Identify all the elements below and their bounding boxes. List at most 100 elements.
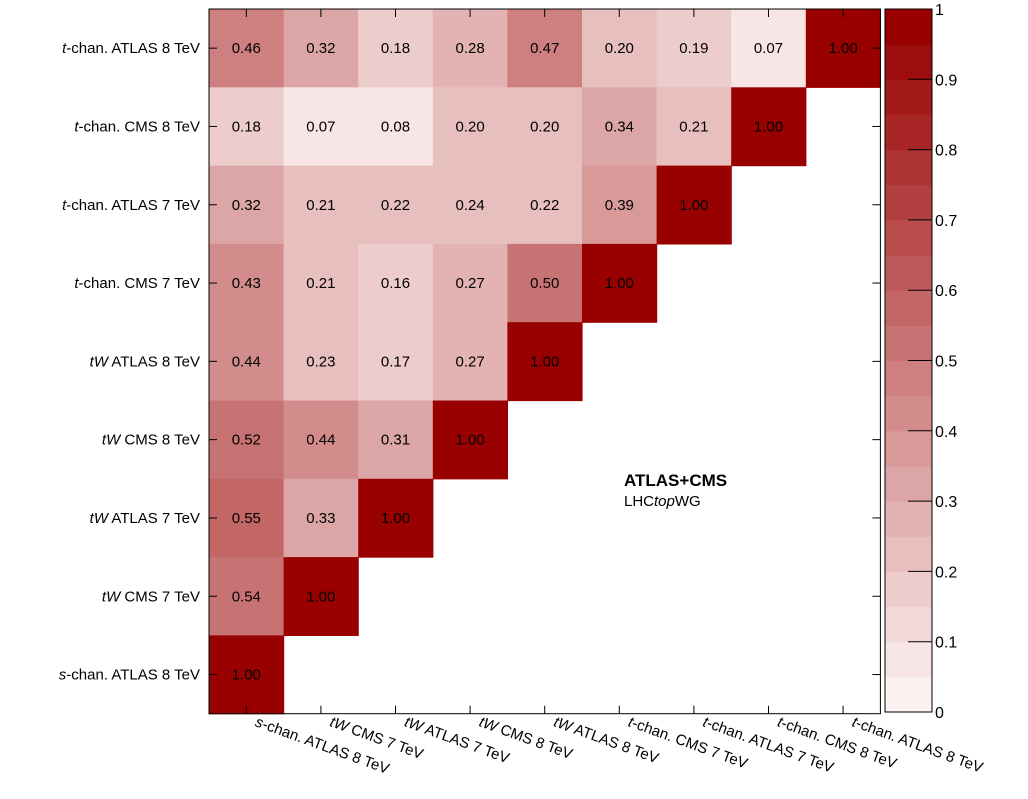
color-scale-tick-label: 0.1: [935, 635, 957, 652]
matrix-cell: [358, 478, 434, 558]
matrix-cell: [507, 243, 583, 323]
row-label: tW CMS 8 TeV: [102, 432, 200, 449]
cell-value-label: 0.50: [530, 275, 559, 292]
matrix-cell: [283, 557, 359, 636]
matrix-cell: [209, 322, 285, 402]
matrix-cell: [209, 9, 285, 88]
cell-value-label: 0.44: [306, 432, 335, 449]
color-scale-segment: [885, 360, 932, 397]
column-label: s-chan. ATLAS 8 TeV: [253, 713, 392, 777]
cell-value-label: 0.07: [306, 118, 335, 135]
color-scale-bar: 0 0.1 0.2 0.3 0.4 0.5 0.6 0.7 0.8 0.9 1: [884, 2, 957, 722]
cell-value-label: 0.21: [679, 118, 708, 135]
matrix-cell: [209, 635, 285, 715]
cell-value-label: 0.20: [530, 118, 559, 135]
color-scale-segment: [885, 606, 932, 643]
color-scale-tick-label: 0.2: [935, 564, 957, 581]
cell-value-label: 0.21: [306, 275, 335, 292]
color-scale-tick-label: 0.5: [935, 354, 957, 371]
matrix-cell: [283, 165, 359, 245]
color-scale-segment: [885, 290, 932, 326]
color-scale-tick-label: 1: [935, 2, 944, 19]
matrix-cell: [805, 9, 881, 88]
annotation-title: ATLAS+CMS: [624, 471, 727, 490]
cell-value-label: 0.39: [605, 197, 634, 214]
cell-value-label: 0.20: [605, 40, 634, 57]
color-scale-segment: [885, 219, 932, 256]
matrix-cell: [209, 557, 285, 636]
collaboration-annotation: ATLAS+CMS LHCtopWG: [624, 471, 727, 510]
annotation-subtitle: LHCtopWG: [624, 493, 701, 510]
cell-value-label: 0.18: [232, 118, 261, 135]
cell-value-label: 0.22: [530, 197, 559, 214]
color-scale-segment: [885, 9, 932, 45]
color-scale-segment: [885, 430, 932, 467]
cell-value-label: 0.22: [381, 197, 410, 214]
matrix-cell: [209, 165, 285, 245]
matrix-cell: [582, 165, 658, 245]
cell-value-label: 1.00: [455, 432, 484, 449]
matrix-cell: [283, 9, 359, 88]
plot-frame: [208, 8, 881, 715]
color-scale-tick-label: 0.8: [935, 143, 957, 160]
color-scale-segment: [885, 184, 932, 221]
cell-value-label: 0.46: [232, 40, 261, 57]
cell-value-label: 0.27: [455, 353, 484, 370]
color-scale-segment: [885, 255, 932, 291]
color-scale-segment: [885, 501, 932, 537]
matrix-cell: [507, 165, 583, 245]
matrix-cell: [656, 165, 732, 245]
cell-value-label: 0.24: [455, 197, 484, 214]
color-scale-segment: [885, 44, 932, 80]
cell-value-label: 0.23: [306, 353, 335, 370]
cell-value-label: 0.52: [232, 432, 261, 449]
color-scale-tick-label: 0.3: [935, 494, 957, 511]
color-scale-segment: [885, 395, 932, 432]
row-label: tW CMS 7 TeV: [102, 588, 200, 605]
matrix-cell: [283, 243, 359, 323]
matrix-cell: [209, 478, 285, 558]
matrix-cell: [209, 243, 285, 323]
cell-value-label: 0.54: [232, 588, 261, 605]
cell-value-label: 1.00: [828, 40, 857, 57]
cell-value-label: 0.19: [679, 40, 708, 57]
cell-value-label: 0.28: [455, 40, 484, 57]
matrix-cell: [731, 87, 807, 167]
row-label: t-chan. ATLAS 8 TeV: [62, 40, 200, 57]
cell-value-label: 0.08: [381, 118, 410, 135]
row-label: s-chan. ATLAS 8 TeV: [59, 667, 200, 684]
matrix-cell: [507, 322, 583, 402]
color-scale-segment: [885, 325, 932, 362]
color-scale-tick-label: 0: [935, 705, 944, 722]
matrix-cell: [283, 478, 359, 558]
color-scale-segment: [885, 676, 932, 713]
cell-value-label: 1.00: [679, 197, 708, 214]
row-label: t-chan. ATLAS 7 TeV: [62, 197, 200, 214]
row-labels: t-chan. ATLAS 8 TeV t-chan. CMS 8 TeV t-ch…: [59, 40, 200, 683]
cell-value-label: 0.31: [381, 432, 410, 449]
cell-value-label: 0.16: [381, 275, 410, 292]
matrix-cell: [209, 400, 285, 480]
color-scale-segment: [885, 79, 932, 116]
cell-value-label: 1.00: [306, 588, 335, 605]
matrix-cell: [358, 400, 434, 480]
matrix-cell: [358, 87, 434, 167]
matrix-cell: [507, 87, 583, 167]
color-scale-tick-label: 0.7: [935, 213, 957, 230]
matrix-cell: [432, 87, 508, 167]
color-scale-segment: [885, 641, 932, 678]
matrix-cell: [507, 9, 583, 88]
color-scale-segment: [885, 149, 932, 186]
annotation-subtitle-prefix: LHC: [624, 493, 654, 510]
matrix-cell: [358, 9, 434, 88]
row-label: tW ATLAS 8 TeV: [90, 353, 200, 370]
color-scale-segment: [885, 465, 932, 502]
cell-value-label: 0.18: [381, 40, 410, 57]
matrix-cell: [432, 243, 508, 323]
cell-value-label: 1.00: [232, 667, 261, 684]
matrix-cell: [656, 9, 732, 88]
row-label: t-chan. CMS 7 TeV: [74, 275, 200, 292]
matrix-cell: [358, 243, 434, 323]
matrix-cell: [432, 9, 508, 88]
cell-value-label: 0.33: [306, 510, 335, 527]
